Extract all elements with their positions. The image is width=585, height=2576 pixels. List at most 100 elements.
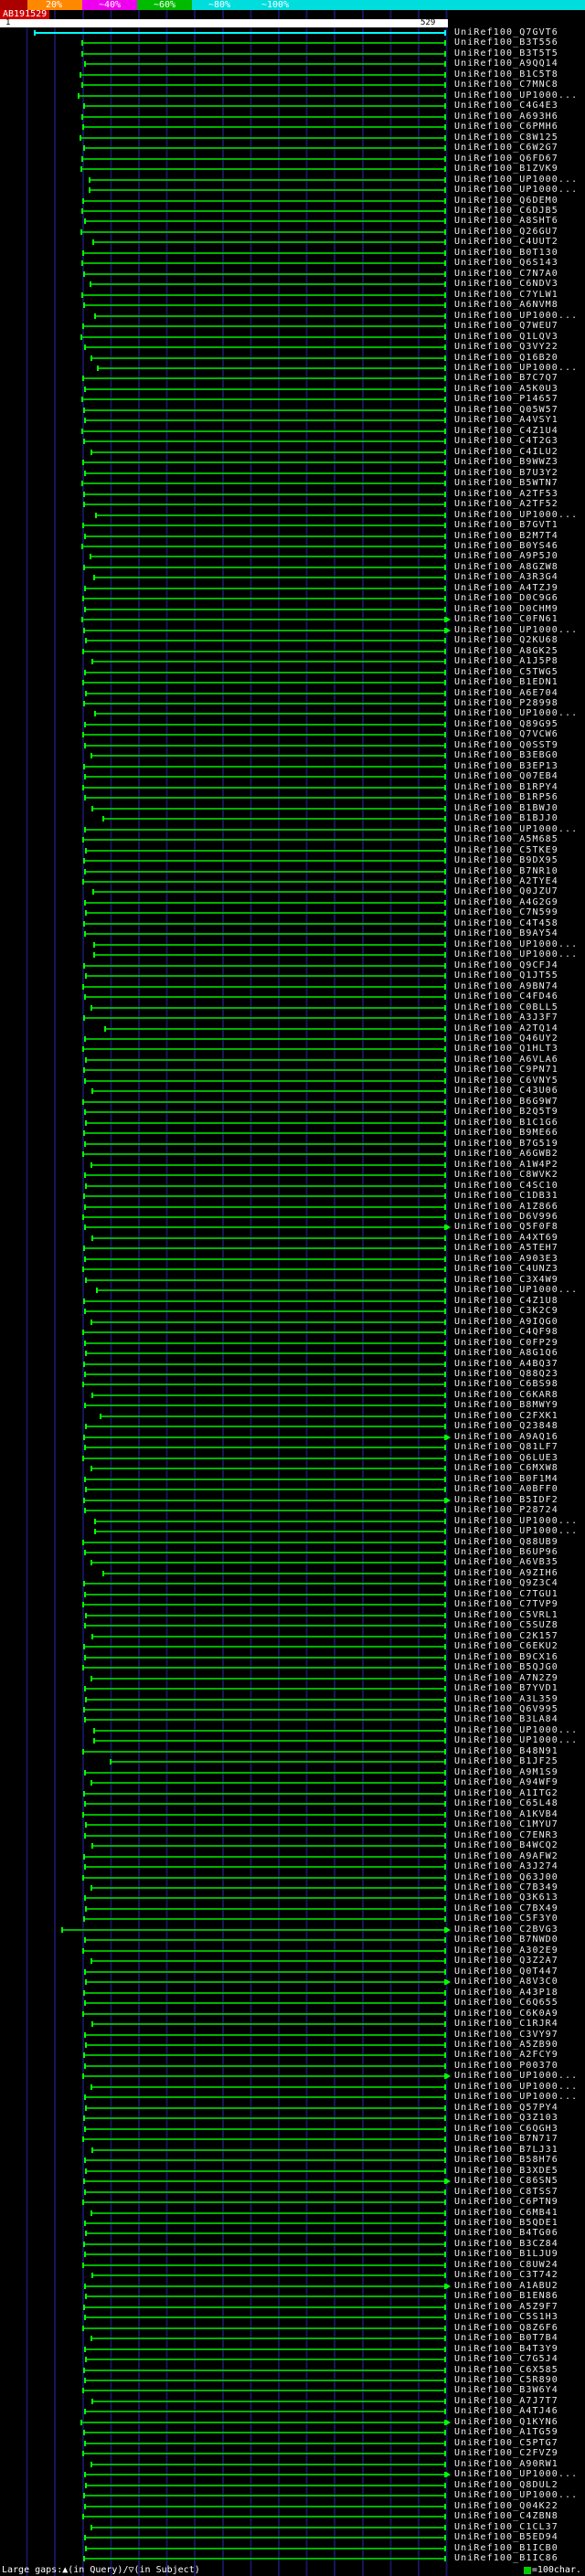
alignment-bar[interactable] (90, 2334, 446, 2342)
hit-label[interactable]: UniRef100_P00370 (454, 2060, 558, 2071)
alignment-bar[interactable] (94, 312, 446, 320)
hit-label[interactable]: UniRef100_A1Z866 (454, 1201, 558, 1212)
hit-label[interactable]: UniRef100_A6VLA6 (454, 1054, 558, 1065)
alignment-bar[interactable] (84, 1223, 451, 1231)
hit-label[interactable]: UniRef100_C6PTN9 (454, 2197, 558, 2208)
hit-label[interactable]: UniRef100_Q1JT55 (454, 970, 558, 981)
hit-label[interactable]: UniRef100_Q1KYN6 (454, 2416, 558, 2427)
hit-label[interactable]: UniRef100_A6E704 (454, 687, 558, 698)
hit-label[interactable]: UniRef100_A4TJ46 (454, 2406, 558, 2417)
hit-label[interactable]: UniRef100_A5ZB90 (454, 2040, 558, 2050)
hit-label[interactable]: UniRef100_UP1000... (454, 310, 579, 321)
alignment-bar[interactable] (85, 971, 446, 980)
alignment-bar[interactable] (83, 490, 446, 498)
alignment-bar[interactable] (83, 1244, 446, 1252)
alignment-bar[interactable] (84, 2282, 451, 2290)
alignment-bar[interactable] (82, 122, 446, 131)
alignment-bar[interactable] (85, 689, 446, 697)
alignment-bar[interactable] (83, 1705, 446, 1713)
alignment-bar[interactable] (83, 2366, 446, 2374)
alignment-bar[interactable] (83, 1360, 446, 1368)
hit-label[interactable]: UniRef100_C3T742 (454, 2270, 558, 2281)
alignment-bar[interactable] (83, 2491, 446, 2499)
hit-label[interactable]: UniRef100_B6UP96 (454, 1546, 558, 1557)
hit-label[interactable]: UniRef100_C5VRL1 (454, 1609, 558, 1620)
hit-label[interactable]: UniRef100_C4UUT2 (454, 237, 558, 248)
alignment-bar[interactable] (84, 1475, 446, 1483)
alignment-bar[interactable] (82, 196, 446, 205)
alignment-bar[interactable] (83, 961, 446, 970)
hit-label[interactable]: UniRef100_Q9CFJ4 (454, 959, 558, 970)
alignment-bar[interactable] (82, 1810, 446, 1818)
alignment-bar[interactable] (90, 2460, 446, 2468)
hit-label[interactable]: UniRef100_Q88UB9 (454, 1536, 558, 1547)
hit-label[interactable]: UniRef100_A94WF9 (454, 1777, 558, 1788)
hit-label[interactable]: UniRef100_UP1000... (454, 509, 579, 520)
hit-label[interactable]: UniRef100_C0FN61 (454, 614, 558, 625)
alignment-bar[interactable] (83, 2428, 446, 2436)
hit-label[interactable]: UniRef100_D6V996 (454, 1211, 558, 1222)
alignment-bar[interactable] (84, 532, 446, 540)
hit-label[interactable]: UniRef100_A8V3C0 (454, 1977, 558, 1988)
hit-label[interactable]: UniRef100_A5K0U3 (454, 383, 558, 394)
alignment-bar[interactable] (89, 175, 446, 184)
alignment-bar[interactable] (84, 1590, 446, 1598)
hit-label[interactable]: UniRef100_Q88Q23 (454, 1369, 558, 1379)
alignment-bar[interactable] (84, 2250, 446, 2258)
hit-label[interactable]: UniRef100_UP1000... (454, 2071, 579, 2082)
hit-label[interactable]: UniRef100_A4VSY1 (454, 415, 558, 426)
alignment-bar[interactable] (83, 301, 446, 309)
hit-label[interactable]: UniRef100_A43P18 (454, 1987, 558, 1998)
hit-label[interactable]: UniRef100_C43U06 (454, 1086, 558, 1097)
hit-label[interactable]: UniRef100_C4T458 (454, 917, 558, 928)
alignment-bar[interactable] (91, 1234, 446, 1242)
alignment-bar[interactable] (93, 950, 446, 959)
hit-label[interactable]: UniRef100_UP1000... (454, 90, 579, 101)
alignment-bar[interactable] (91, 657, 446, 665)
hit-label[interactable]: UniRef100_B9WWZ3 (454, 457, 558, 468)
hit-label[interactable]: UniRef100_Q0JZU7 (454, 886, 558, 897)
alignment-bar[interactable] (84, 668, 446, 676)
hit-label[interactable]: UniRef100_C6BS98 (454, 1379, 558, 1390)
alignment-bar[interactable] (90, 2209, 446, 2217)
alignment-bar[interactable] (84, 1862, 446, 1871)
hit-label[interactable]: UniRef100_A9IQG0 (454, 1316, 558, 1327)
hit-label[interactable]: UniRef100_C4QF98 (454, 1327, 558, 1338)
alignment-bar[interactable] (82, 249, 446, 257)
hit-label[interactable]: UniRef100_D0CHM9 (454, 603, 558, 614)
alignment-bar[interactable] (81, 80, 446, 89)
alignment-bar[interactable] (80, 228, 446, 236)
hit-label[interactable]: UniRef100_B1C1G6 (454, 1117, 558, 1128)
hit-label[interactable]: UniRef100_C5F3Y0 (454, 1913, 558, 1924)
alignment-bar[interactable] (90, 2523, 446, 2531)
hit-label[interactable]: UniRef100_B7C7Q7 (454, 373, 558, 384)
alignment-bar[interactable] (82, 783, 446, 791)
alignment-bar[interactable] (85, 2355, 446, 2363)
alignment-bar[interactable] (81, 291, 446, 299)
hit-label[interactable]: UniRef100_B7GVT1 (454, 520, 558, 531)
alignment-bar[interactable] (84, 1076, 446, 1085)
hit-label[interactable]: UniRef100_UP1000... (454, 1735, 579, 1746)
alignment-bar[interactable] (84, 1621, 446, 1629)
alignment-bar[interactable] (84, 1203, 446, 1211)
alignment-bar[interactable] (83, 626, 451, 634)
hit-label[interactable]: UniRef100_B1JF25 (454, 1756, 558, 1767)
alignment-bar[interactable] (84, 2188, 446, 2196)
alignment-bar[interactable] (84, 1140, 446, 1148)
alignment-bar[interactable] (85, 1055, 446, 1064)
hit-label[interactable]: UniRef100_UP1000... (454, 2092, 579, 2103)
hit-label[interactable]: UniRef100_UP1000... (454, 708, 579, 719)
hit-label[interactable]: UniRef100_C7TVP9 (454, 1599, 558, 1610)
alignment-bar[interactable] (84, 584, 446, 592)
hit-label[interactable]: UniRef100_A3J274 (454, 1861, 558, 1872)
alignment-bar[interactable] (82, 2135, 446, 2143)
alignment-bar[interactable] (110, 1757, 446, 1765)
alignment-bar[interactable] (82, 1265, 446, 1273)
alignment-bar[interactable] (85, 1485, 446, 1493)
hit-label[interactable]: UniRef100_Q6DEM0 (454, 195, 558, 206)
hit-label[interactable]: UniRef100_UP1000... (454, 174, 579, 185)
alignment-bar[interactable] (82, 1946, 446, 1955)
hit-label[interactable]: UniRef100_A0BFF0 (454, 1484, 558, 1495)
alignment-bar[interactable] (81, 154, 446, 163)
hit-label[interactable]: UniRef100_C5R890 (454, 2375, 558, 2385)
